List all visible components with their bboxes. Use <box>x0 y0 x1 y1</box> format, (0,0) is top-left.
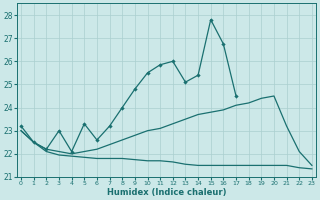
X-axis label: Humidex (Indice chaleur): Humidex (Indice chaleur) <box>107 188 226 197</box>
